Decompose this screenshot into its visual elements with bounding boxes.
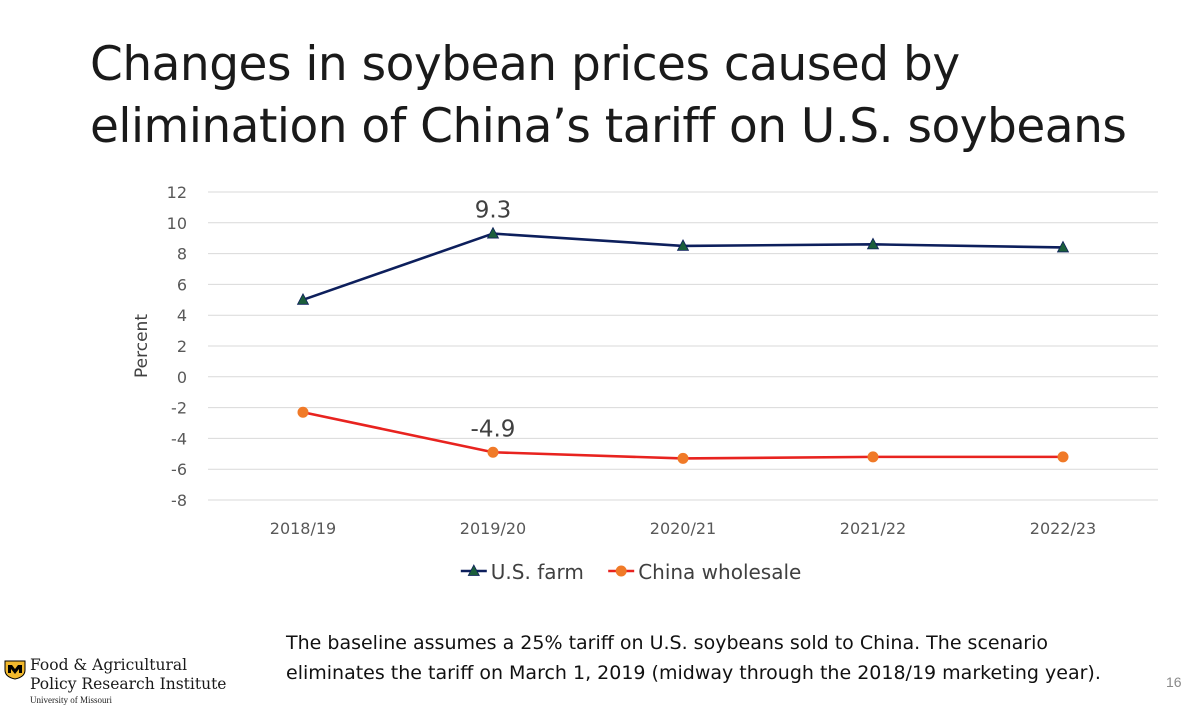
page-number: 16 [1166, 674, 1182, 690]
x-tick-label: 2019/20 [460, 519, 526, 538]
university-of-missouri-tiger-icon [4, 660, 26, 680]
y-tick-label: 12 [167, 183, 187, 202]
series-line-china-wholesale [302, 410, 1063, 460]
data-label: -4.9 [471, 416, 516, 442]
data-point [297, 406, 309, 418]
slide-title-line-1: Changes in soybean prices caused by [90, 37, 960, 92]
y-tick-label: -4 [171, 429, 187, 448]
line-chart: 12 10 8 6 4 2 0 -2 -4 -6 -8 Percent 2018/19 2019/20 20… [132, 183, 1158, 584]
y-tick-label: -2 [171, 399, 187, 418]
legend-label: China wholesale [638, 560, 801, 584]
data-point [866, 237, 880, 250]
y-tick-label: 2 [177, 337, 187, 356]
x-tick-label: 2022/23 [1030, 519, 1096, 538]
data-point [677, 452, 689, 464]
footnote-line-1: The baseline assumes a 25% tariff on U.S… [286, 632, 1048, 654]
data-point [296, 292, 310, 305]
logo-line-2: Policy Research Institute [30, 675, 227, 693]
footnote-line-2: eliminates the tariff on March 1, 2019 (… [286, 662, 1101, 684]
legend-marker [615, 565, 627, 577]
y-tick-label: 0 [177, 368, 187, 387]
x-tick-label: 2021/22 [840, 519, 906, 538]
institute-logo: Food & Agricultural Policy Research Inst… [4, 654, 226, 706]
y-axis-title: Percent [132, 314, 152, 378]
logo-line-3: University of Missouri [30, 695, 112, 705]
data-point [487, 446, 499, 458]
y-tick-label: -6 [171, 460, 187, 479]
data-point [676, 239, 690, 251]
logo-line-1: Food & Agricultural [30, 656, 188, 674]
slide-title-line-2: elimination of China’s tariff on U.S. so… [90, 99, 1127, 154]
data-point [1056, 240, 1070, 253]
data-point [1057, 451, 1069, 463]
footnote: The baseline assumes a 25% tariff on U.S… [286, 628, 1166, 688]
y-tick-label: 6 [177, 275, 187, 294]
data-point [867, 451, 879, 463]
legend-marker [467, 564, 480, 576]
y-tick-label: 4 [177, 306, 187, 325]
x-tick-label: 2018/19 [270, 519, 336, 538]
slide-title: Changes in soybean prices caused by elim… [90, 34, 1180, 158]
y-tick-label: 10 [167, 214, 187, 233]
y-tick-label: -8 [171, 491, 187, 510]
data-point [486, 226, 500, 239]
legend-label: U.S. farm [491, 560, 584, 584]
x-tick-label: 2020/21 [650, 519, 716, 538]
data-label: 9.3 [475, 198, 512, 224]
y-tick-label: 8 [177, 245, 187, 264]
